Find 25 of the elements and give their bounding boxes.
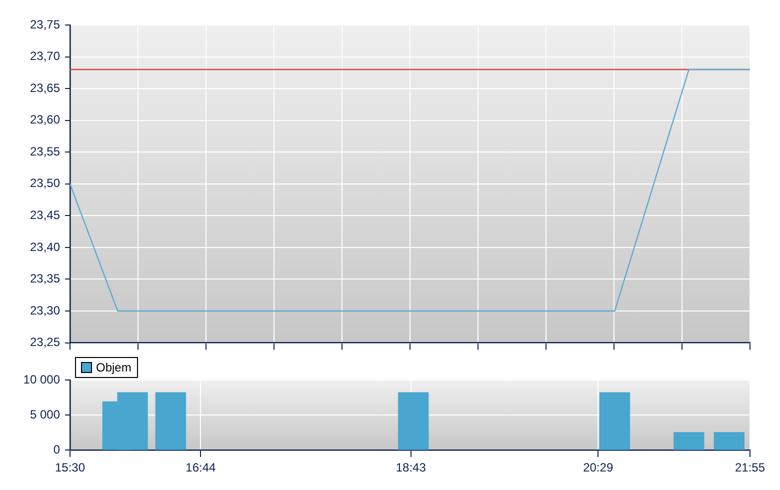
x-tick-label: 15:30	[54, 460, 86, 475]
bar	[155, 392, 186, 450]
y-tick-label: 23,30	[30, 303, 60, 318]
y-tick-label: 23,50	[30, 176, 60, 190]
y-tick-label: 23,65	[30, 80, 60, 95]
y-tick-label: 23,60	[30, 112, 60, 127]
bar	[714, 432, 744, 450]
y-tick-label: 10 000	[23, 372, 60, 386]
bar	[674, 432, 704, 450]
y-tick-label: 23,75	[30, 17, 60, 32]
legend-label: Objem	[96, 360, 132, 374]
x-tick-label: 21:55	[734, 460, 766, 475]
x-tick-label: 18:43	[396, 460, 426, 475]
y-tick-label: 23,40	[30, 240, 60, 254]
y-tick-label: 23,55	[30, 144, 60, 158]
y-tick-label: 0	[53, 442, 60, 456]
x-tick-label: 20:29	[583, 460, 614, 475]
bar	[398, 392, 429, 450]
y-tick-label: 5 000	[30, 407, 60, 422]
y-tick-label: 23,45	[30, 208, 60, 222]
y-tick-label: 23,25	[30, 335, 60, 350]
x-tick-label: 16:44	[186, 460, 216, 475]
bar	[599, 392, 630, 450]
y-tick-label: 23,70	[30, 49, 60, 64]
y-tick-label: 23,35	[30, 272, 60, 286]
